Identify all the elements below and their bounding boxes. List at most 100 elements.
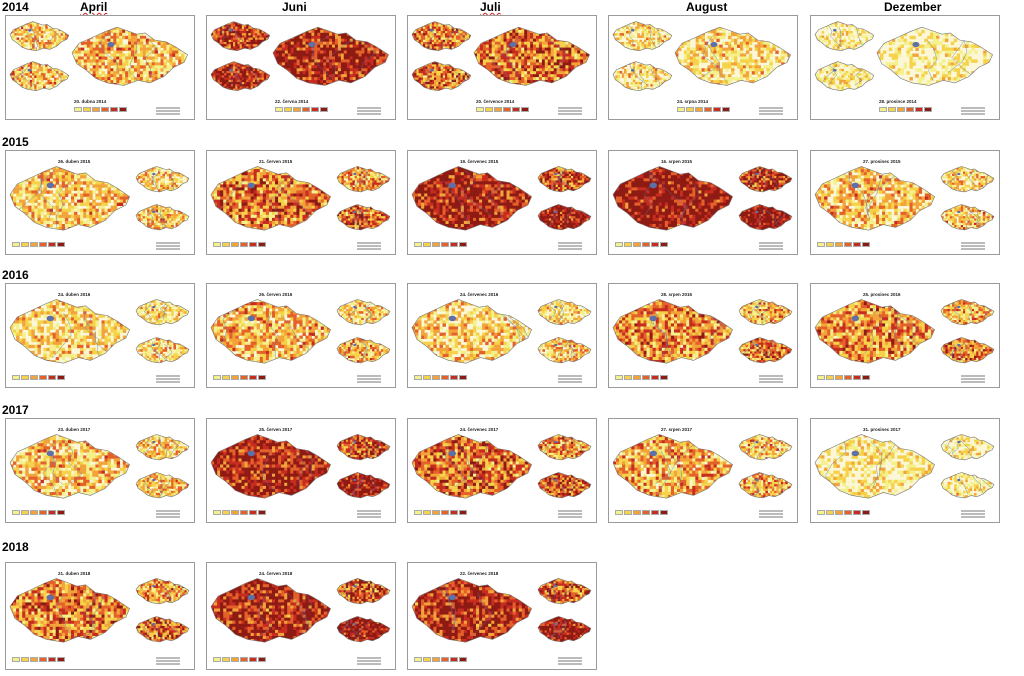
legend-swatch [21,242,29,247]
legend-swatch [249,657,257,662]
legend-swatch [414,242,422,247]
month-header-april: April [80,0,107,14]
small-map-bottom [210,61,271,92]
legend-swatch [633,242,641,247]
main-map [814,299,935,364]
map-graphic [612,299,793,364]
legend-swatch [624,510,632,515]
legend-swatch [853,375,861,380]
drought-map-2017-dezember: 31. prosinec 2017 [810,418,1000,523]
drought-map-2015-juli: 19. červenec 2015 [407,150,597,255]
legend-lines [357,242,381,252]
month-header-juni: Juni [282,0,307,14]
drought-map-2017-juni: 25. červen 2017 [206,418,396,523]
map-legend [74,107,127,112]
legend-swatch [57,242,65,247]
legend-swatch [862,242,870,247]
map-legend [817,375,870,380]
map-legend [817,510,870,515]
legend-swatch [862,510,870,515]
legend-lines [961,510,985,520]
small-map-top [537,299,592,326]
legend-swatch [222,242,230,247]
legend-lines [156,510,180,520]
map-legend [12,375,65,380]
map-graphic [411,299,592,364]
legend-swatch [817,510,825,515]
map-graphic [411,166,592,231]
legend-swatch [633,510,641,515]
drought-map-2015-april: 26. duben 2015 [5,150,195,255]
legend-swatch [423,657,431,662]
drought-map-2017-august: 27. srpen 2017 [608,418,798,523]
map-date-label: 20. července 2014 [476,99,514,104]
main-map [411,299,532,364]
map-legend [12,657,65,662]
small-map-top [210,21,271,52]
legend-swatch [48,510,56,515]
legend-lines [759,107,783,117]
small-map-bottom [411,61,472,92]
main-map [473,26,590,86]
small-map-top [135,299,190,326]
year-label-2017: 2017 [2,403,29,417]
legend-swatch [57,510,65,515]
legend-swatch [432,510,440,515]
legend-lines [156,242,180,252]
map-date-label: 28. prosince 2014 [879,99,917,104]
drought-map-2016-august: 28. srpen 2016 [608,283,798,388]
legend-swatch [915,107,923,112]
legend-swatch [441,657,449,662]
legend-swatch [213,242,221,247]
map-date-label: 24. červen 2018 [259,571,292,576]
map-date-label: 21. duben 2018 [58,571,90,576]
small-map-bottom [135,204,190,231]
legend-swatch [222,510,230,515]
legend-lines [558,107,582,117]
legend-swatch [119,107,127,112]
legend-swatch [624,242,632,247]
map-legend [12,242,65,247]
small-map-bottom [537,337,592,364]
map-graphic [210,578,391,643]
main-map [612,166,733,231]
legend-swatch [258,375,266,380]
legend-swatch [240,657,248,662]
year-label-2015: 2015 [2,135,29,149]
main-map [411,578,532,643]
legend-lines [357,375,381,385]
map-legend [476,107,529,112]
legend-swatch [642,242,650,247]
small-map-bottom [537,204,592,231]
legend-swatch [48,657,56,662]
map-date-label: 22. červenec 2018 [460,571,498,576]
main-map [9,299,130,364]
legend-swatch [660,510,668,515]
main-map [876,26,993,86]
legend-swatch [459,242,467,247]
main-map [9,434,130,499]
month-header-dezember: Dezember [884,0,941,14]
small-map-bottom [336,204,391,231]
legend-swatch [450,242,458,247]
map-graphic [612,166,793,231]
map-graphic [411,21,590,92]
legend-swatch [512,107,520,112]
legend-swatch [651,510,659,515]
legend-swatch [12,510,20,515]
small-map-bottom [9,61,70,92]
legend-swatch [826,242,834,247]
legend-swatch [642,375,650,380]
legend-lines [558,242,582,252]
small-map-top [336,299,391,326]
legend-swatch [660,242,668,247]
map-legend [213,242,266,247]
map-legend [414,657,467,662]
map-date-label: 26. červen 2016 [259,292,292,297]
legend-swatch [414,375,422,380]
map-graphic [612,21,791,92]
legend-swatch [695,107,703,112]
map-legend [12,510,65,515]
small-map-bottom [738,337,793,364]
map-legend [615,375,668,380]
